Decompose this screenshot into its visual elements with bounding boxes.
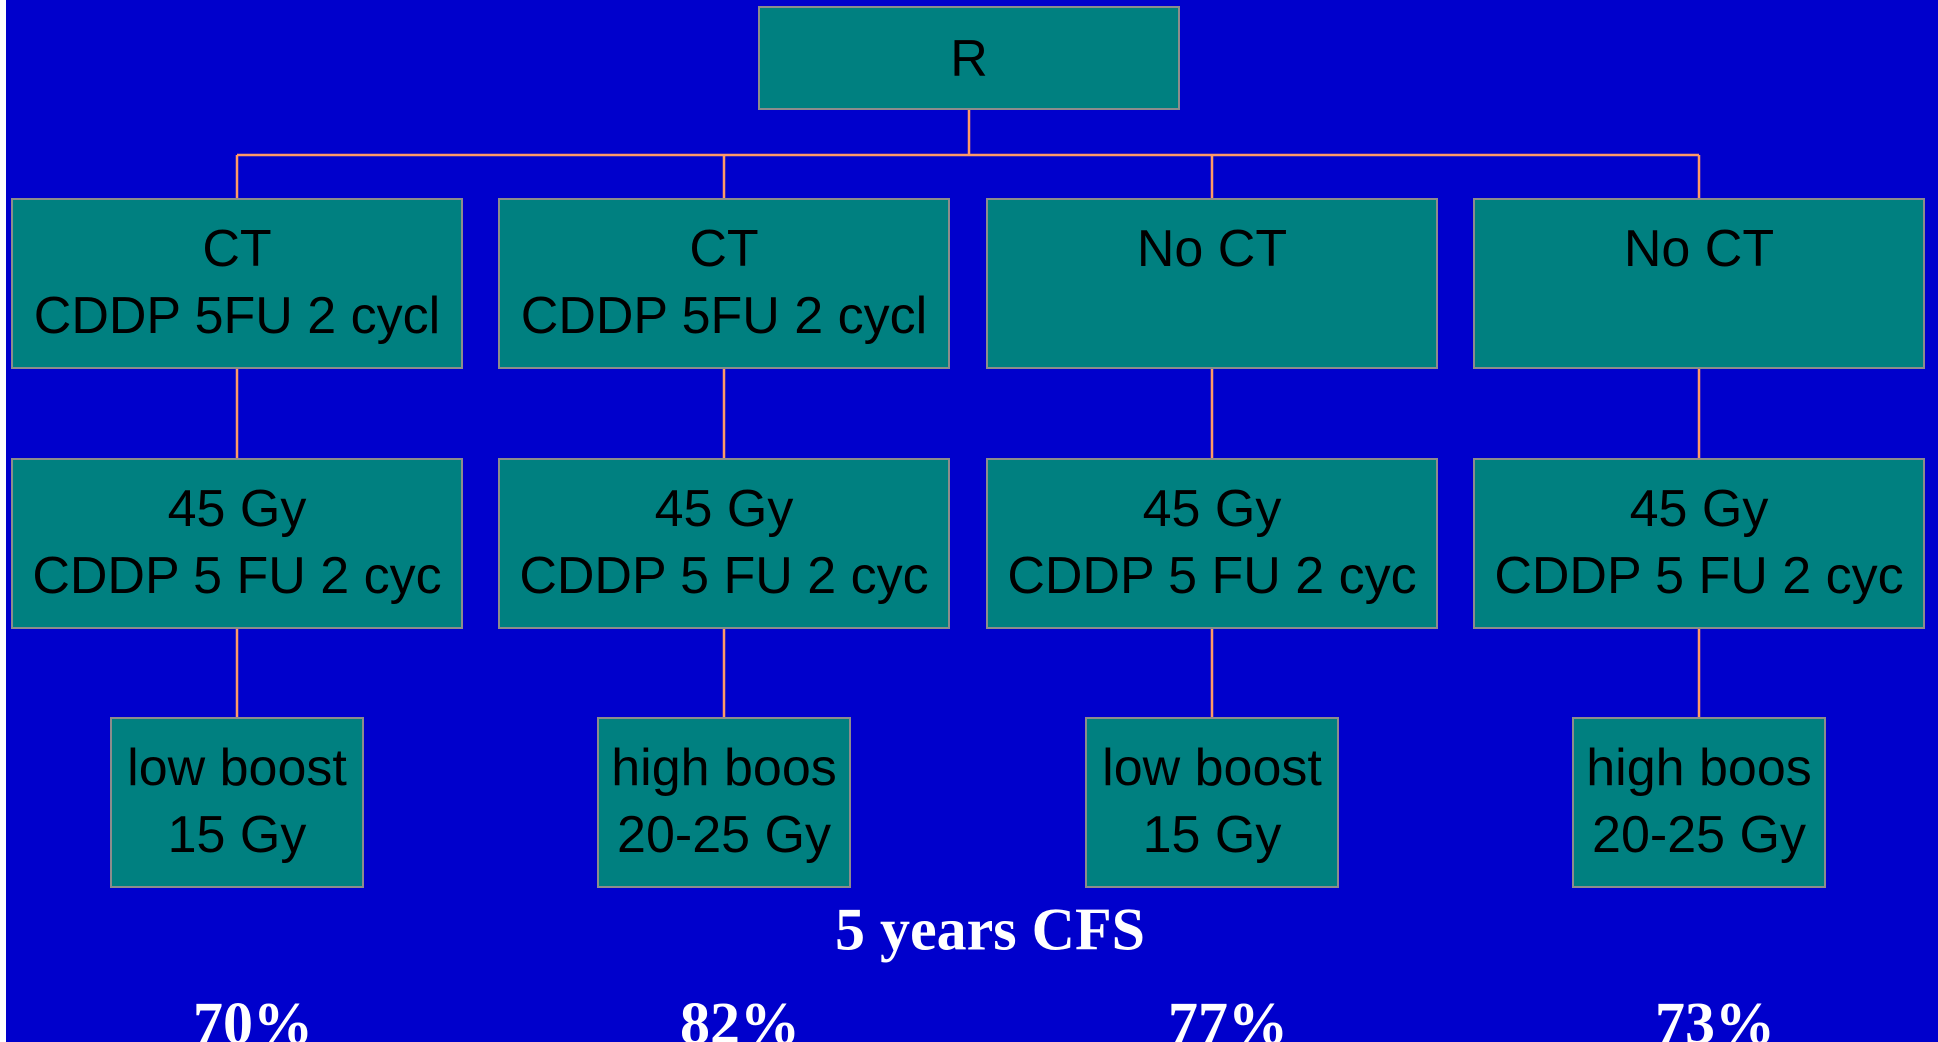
boost-box: low boost 15 Gy — [1085, 717, 1339, 888]
boost-box-text: low boost — [1102, 739, 1322, 797]
radiotherapy-box: 45 Gy CDDP 5 FU 2 cyc — [498, 458, 950, 629]
boost-box-text: high boos — [1586, 739, 1812, 797]
radiotherapy-box-text: CDDP 5 FU 2 cyc — [1007, 547, 1417, 605]
boost-box-text: 15 Gy — [1142, 806, 1282, 864]
radiotherapy-box-text: 45 Gy — [1142, 480, 1282, 538]
radiotherapy-box-text: 45 Gy — [167, 480, 307, 538]
allocation-box-text: CDDP 5FU 2 cycl — [33, 287, 441, 345]
allocation-box-text: No CT — [1623, 220, 1775, 278]
result: 77% — [1168, 990, 1288, 1042]
boost-box: high boos 20-25 Gy — [1572, 717, 1826, 888]
radiotherapy-box-text: CDDP 5 FU 2 cyc — [1494, 547, 1904, 605]
allocation-box-text: CDDP 5FU 2 cycl — [520, 287, 928, 345]
result: 82% — [680, 990, 800, 1042]
root-label: R — [950, 30, 988, 88]
result: 73% — [1655, 990, 1775, 1042]
allocation-box: No CT — [1473, 198, 1925, 369]
allocation-box: No CT — [986, 198, 1438, 369]
boost-box: high boos 20-25 Gy — [597, 717, 851, 888]
radiotherapy-box-text: 45 Gy — [654, 480, 794, 538]
boost-box: low boost 15 Gy — [110, 717, 364, 888]
boost-box-text: high boos — [611, 739, 837, 797]
allocation-box-text: CT — [689, 220, 759, 278]
radiotherapy-box: 45 Gy CDDP 5 FU 2 cyc — [986, 458, 1438, 629]
radiotherapy-box: 45 Gy CDDP 5 FU 2 cyc — [1473, 458, 1925, 629]
boost-box-text: low boost — [127, 739, 347, 797]
radiotherapy-box: 45 Gy CDDP 5 FU 2 cyc — [11, 458, 463, 629]
result: 70% — [193, 990, 313, 1042]
radiotherapy-box-text: CDDP 5 FU 2 cyc — [519, 547, 929, 605]
slide: R 5 years CFS CT CDDP 5FU 2 cycl 45 Gy CDDP… — [6, 0, 1938, 1042]
boost-box-text: 20-25 Gy — [1592, 806, 1806, 864]
boost-box-text: 20-25 Gy — [617, 806, 831, 864]
root-box: R — [758, 6, 1180, 110]
allocation-box-text: No CT — [1136, 220, 1288, 278]
radiotherapy-box-text: CDDP 5 FU 2 cyc — [32, 547, 442, 605]
outcome-title: 5 years CFS — [835, 896, 1145, 963]
allocation-box: CT CDDP 5FU 2 cycl — [498, 198, 950, 369]
allocation-box-text: CT — [202, 220, 272, 278]
boost-box-text: 15 Gy — [167, 806, 307, 864]
allocation-box: CT CDDP 5FU 2 cycl — [11, 198, 463, 369]
connectors — [235, 110, 1701, 717]
radiotherapy-box-text: 45 Gy — [1629, 480, 1769, 538]
